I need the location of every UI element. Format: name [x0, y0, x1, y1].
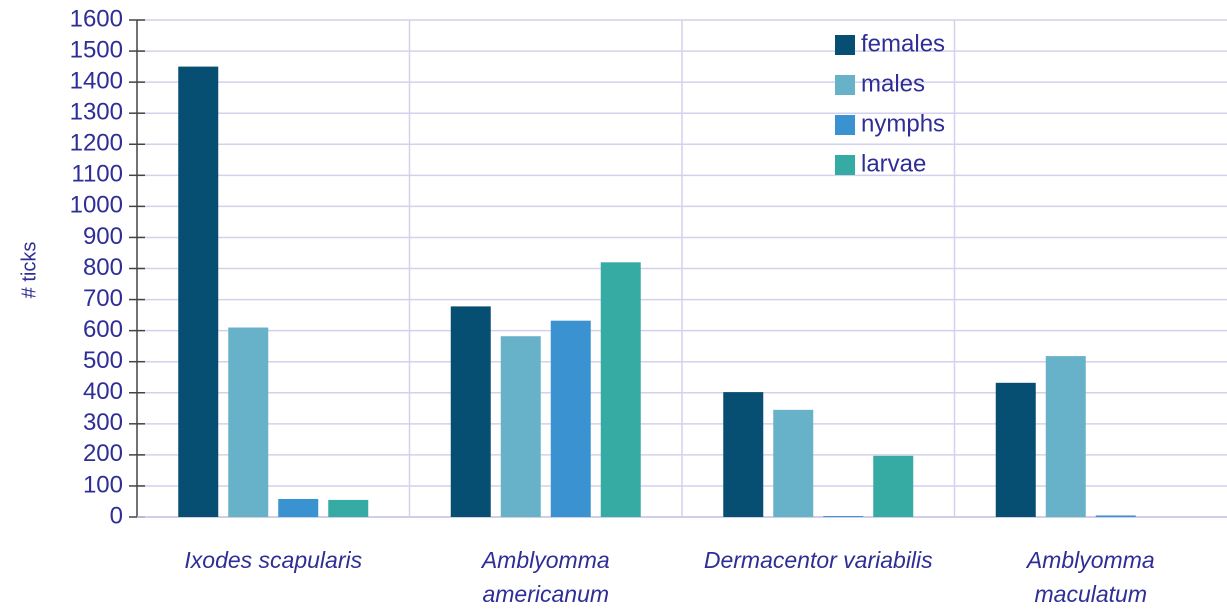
y-tick-label: 800 — [83, 254, 123, 281]
bar — [1045, 356, 1086, 517]
y-tick-label: 400 — [83, 378, 123, 405]
legend-swatch — [835, 35, 855, 55]
x-tick-label: Dermacentor variabilis — [703, 547, 933, 573]
legend-label: females — [861, 30, 945, 57]
y-tick-label: 1200 — [70, 130, 123, 157]
bar — [450, 306, 491, 517]
y-tick-label: 100 — [83, 471, 123, 498]
bar — [773, 409, 814, 517]
legend-label: larvae — [861, 150, 926, 177]
bar — [228, 327, 269, 517]
legend-label: males — [861, 70, 925, 97]
y-tick-label: 1100 — [71, 161, 123, 188]
bar — [600, 262, 641, 517]
bar — [278, 498, 319, 517]
y-tick-label: 500 — [83, 347, 123, 374]
bar — [995, 382, 1036, 517]
y-tick-label: 600 — [83, 316, 123, 343]
legend-swatch — [835, 75, 855, 95]
bar — [550, 320, 591, 517]
y-axis-label: # ticks — [18, 242, 40, 299]
y-tick-label: 1400 — [70, 67, 123, 94]
legend-swatch — [835, 115, 855, 135]
y-tick-label: 900 — [83, 223, 123, 250]
y-tick-label: 1500 — [70, 36, 123, 63]
y-tick-label: 1600 — [70, 5, 123, 32]
y-tick-label: 200 — [83, 440, 123, 467]
y-tick-label: 1300 — [70, 99, 123, 126]
x-tick-label: Amblyomma americanum — [481, 547, 610, 607]
y-tick-label: 1000 — [70, 192, 123, 219]
bar — [328, 499, 369, 517]
x-tick-label: Ixodes scapularis — [184, 547, 363, 573]
x-tick-label: Amblyomma maculatum — [1026, 547, 1155, 607]
bar — [500, 336, 541, 517]
legend-label: nymphs — [861, 110, 945, 137]
bar — [873, 455, 914, 517]
y-tick-label: 0 — [110, 502, 123, 529]
y-tick-label: 300 — [83, 409, 123, 436]
bar — [178, 66, 219, 517]
bar — [823, 516, 864, 517]
legend-swatch — [835, 155, 855, 175]
y-tick-label: 700 — [83, 285, 123, 312]
bar — [723, 392, 764, 517]
bar — [1095, 515, 1136, 517]
